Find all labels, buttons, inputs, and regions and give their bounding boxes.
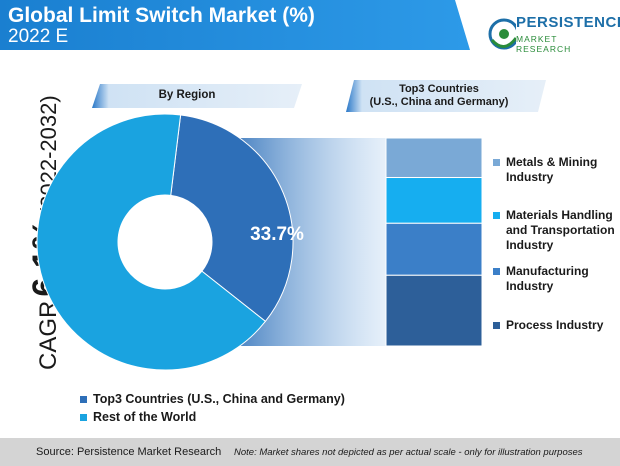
stack-legend-text: Industry (506, 279, 554, 293)
legend-label: Top3 Countries (U.S., China and Germany) (93, 392, 345, 406)
donut-slice (170, 114, 294, 323)
title-band-shape (0, 0, 470, 50)
page-title: Global Limit Switch Market (%) (8, 4, 315, 27)
region-tag: By Region (92, 84, 302, 108)
stack-legend-text: Materials Handling (506, 208, 613, 222)
top3-tag-line2: (U.S., China and Germany) (369, 96, 509, 108)
stack-legend-text: Manufacturing (506, 264, 589, 278)
stack-legend-text: Industry (506, 238, 554, 252)
persistence-logo-icon (488, 18, 516, 50)
logo-line1: PERSISTENCE (516, 14, 620, 31)
stack-legend-text: and Transportation (506, 223, 615, 237)
stack-legend-item: Materials Handling and Transportation Indu… (493, 208, 615, 253)
top3-tag: Top3 Countries (U.S., China and Germany) (346, 80, 546, 112)
donut-slice (36, 113, 267, 371)
stack-legend-item: Metals & Mining Industry (493, 155, 597, 185)
persistence-logo: PERSISTENCE MARKET RESEARCH (486, 10, 620, 66)
stack-legend-item: Manufacturing Industry (493, 264, 589, 294)
top3-tag-shape (346, 80, 546, 112)
stack-legend-text: Process Industry (506, 318, 604, 332)
stack-segment (385, 137, 483, 179)
legend-label: Rest of the World (93, 410, 197, 424)
stack-legend-item: Process Industry (493, 318, 603, 333)
stack-segment (385, 274, 483, 347)
footer-bar: Source: Persistence Market Research Note… (0, 438, 620, 466)
donut-slice-label: 33.7% (250, 224, 304, 245)
region-tag-label: By Region (158, 89, 216, 101)
logo-line2: MARKET RESEARCH (516, 34, 572, 54)
stack-segment (385, 222, 483, 276)
legend-item: Rest of the World (80, 408, 345, 426)
legend-swatch (80, 413, 87, 421)
page-subtitle: 2022 E (8, 26, 69, 47)
legend-swatch (80, 395, 87, 403)
stack-legend-swatch (493, 268, 500, 275)
region-tag-shape (92, 84, 302, 108)
stack-legend-text: Metals & Mining (506, 155, 598, 169)
title-band: Global Limit Switch Market (%) 2022 E (0, 0, 470, 50)
source-text: Source: Persistence Market Research (36, 446, 222, 458)
stack-legend-swatch (493, 159, 500, 166)
legend-item: Top3 Countries (U.S., China and Germany) (80, 390, 345, 408)
donut-chart (36, 113, 294, 371)
top3-tag-line1: Top3 Countries (399, 83, 479, 95)
stack-legend-swatch (493, 322, 500, 329)
stack-segment (385, 177, 483, 224)
footer-note: Note: Market shares not depicted as per … (234, 447, 583, 458)
stack-legend-swatch (493, 212, 500, 219)
stack-legend-text: Industry (506, 170, 554, 184)
donut-legend: Top3 Countries (U.S., China and Germany)… (80, 390, 345, 426)
stacked-bar (385, 137, 483, 347)
